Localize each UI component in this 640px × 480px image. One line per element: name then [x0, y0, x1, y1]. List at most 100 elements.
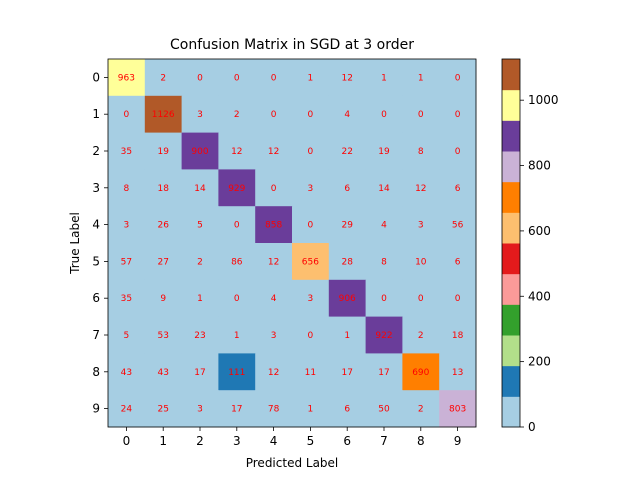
y-tick-label: 4 [92, 218, 100, 232]
cell-value-label: 929 [228, 184, 245, 194]
cell-value-label: 8 [381, 257, 387, 267]
heatmap-cell [328, 132, 367, 170]
cell-value-label: 0 [455, 147, 461, 157]
cell-value-label: 78 [268, 405, 280, 415]
x-tick-label: 5 [307, 434, 315, 448]
cell-value-label: 12 [415, 184, 426, 194]
y-axis-ticks: 0 1 2 3 4 5 6 7 8 9 [92, 70, 108, 416]
cell-value-label: 858 [265, 221, 282, 231]
heatmap-cell [108, 243, 146, 281]
y-tick-label: 7 [92, 328, 100, 342]
cell-value-label: 0 [234, 221, 240, 231]
heatmap-cell [181, 353, 219, 391]
cell-value-label: 17 [231, 405, 242, 415]
cell-value-label: 1 [344, 331, 350, 341]
cell-value-label: 1 [418, 73, 424, 83]
cell-value-label: 0 [271, 184, 277, 194]
colorbar-segment [502, 304, 520, 336]
cell-value-label: 5 [197, 221, 203, 231]
cell-value-label: 0 [308, 221, 314, 231]
heatmap-cell [328, 95, 367, 134]
heatmap-cell [218, 95, 256, 134]
cell-value-label: 0 [455, 73, 461, 83]
y-tick-label: 5 [92, 254, 100, 268]
heatmap-cell [402, 132, 440, 170]
heatmap-cell [328, 59, 367, 97]
heatmap-cell [439, 243, 477, 281]
heatmap-cell [328, 353, 367, 391]
cell-value-label: 12 [341, 73, 352, 83]
heatmap-cell [255, 132, 293, 170]
colorbar-tick-label: 200 [528, 355, 551, 369]
cell-value-label: 24 [121, 405, 133, 415]
colorbar-segment [502, 365, 520, 397]
cell-value-label: 53 [157, 331, 168, 341]
heatmap-cell [402, 95, 440, 134]
cell-value-label: 35 [121, 294, 132, 304]
colorbar-segment [502, 273, 520, 305]
heatmap-cell [328, 279, 367, 318]
cell-value-label: 22 [341, 147, 352, 157]
heatmap-cell [292, 169, 330, 207]
heatmap-cell [218, 206, 256, 244]
cell-value-label: 1 [381, 73, 387, 83]
heatmap-cell [328, 243, 367, 281]
heatmap-cell [108, 353, 146, 391]
heatmap-cell [439, 353, 477, 391]
cell-value-label: 10 [415, 257, 427, 267]
cell-value-label: 0 [418, 294, 424, 304]
cell-value-label: 0 [234, 294, 240, 304]
heatmap-cell [218, 59, 256, 97]
heatmap-cell [292, 353, 330, 391]
cell-value-label: 0 [381, 294, 387, 304]
cell-value-label: 3 [197, 405, 203, 415]
cell-value-label: 922 [375, 331, 392, 341]
heatmap-cell [402, 243, 440, 281]
cell-value-label: 906 [339, 294, 356, 304]
heatmap-cell [402, 279, 440, 318]
cell-value-label: 3 [271, 331, 277, 341]
cell-value-label: 2 [234, 110, 240, 120]
cell-value-label: 656 [302, 257, 319, 267]
colorbar-frame [501, 58, 521, 428]
heatmap-cell [218, 132, 256, 170]
chart-title: Confusion Matrix in SGD at 3 order [170, 37, 414, 53]
heatmap-cell [181, 95, 219, 134]
cell-value-label: 0 [234, 73, 240, 83]
y-tick-label: 8 [92, 365, 100, 379]
cell-value-label: 1 [234, 331, 240, 341]
heatmap-cell [439, 390, 477, 428]
cell-value-label: 6 [344, 184, 350, 194]
cell-value-label: 12 [268, 257, 279, 267]
x-tick-label: 3 [233, 434, 241, 448]
y-tick-label: 0 [92, 70, 100, 84]
cell-value-label: 23 [194, 331, 205, 341]
cell-value-label: 57 [121, 257, 132, 267]
cell-value-label: 0 [271, 73, 277, 83]
colorbar-tick-label: 800 [528, 159, 551, 173]
heatmap-cell [108, 59, 146, 97]
cell-value-label: 1126 [152, 110, 175, 120]
cell-value-label: 5 [124, 331, 130, 341]
cell-value-label: 12 [268, 368, 279, 378]
heatmap-cell [402, 353, 440, 391]
x-tick-label: 2 [196, 434, 204, 448]
y-axis-title: True Label [68, 212, 82, 275]
cell-value-label: 6 [455, 257, 461, 267]
heatmap-cell [292, 132, 330, 170]
heatmap-cell [402, 169, 440, 207]
heatmap-cell [402, 206, 440, 244]
heatmap-cell [255, 316, 293, 354]
x-tick-label: 8 [417, 434, 425, 448]
cell-value-label: 19 [378, 147, 390, 157]
heatmap-cell [108, 206, 146, 244]
heatmap-cell [365, 59, 403, 97]
colorbar-tick-label: 0 [528, 420, 536, 434]
x-tick-label: 6 [343, 434, 351, 448]
colorbar-tick-label: 600 [528, 224, 551, 238]
heatmap-cell [255, 279, 293, 318]
cell-value-label: 18 [157, 184, 169, 194]
heatmap-cell [181, 316, 219, 354]
plot-frame [107, 58, 477, 428]
